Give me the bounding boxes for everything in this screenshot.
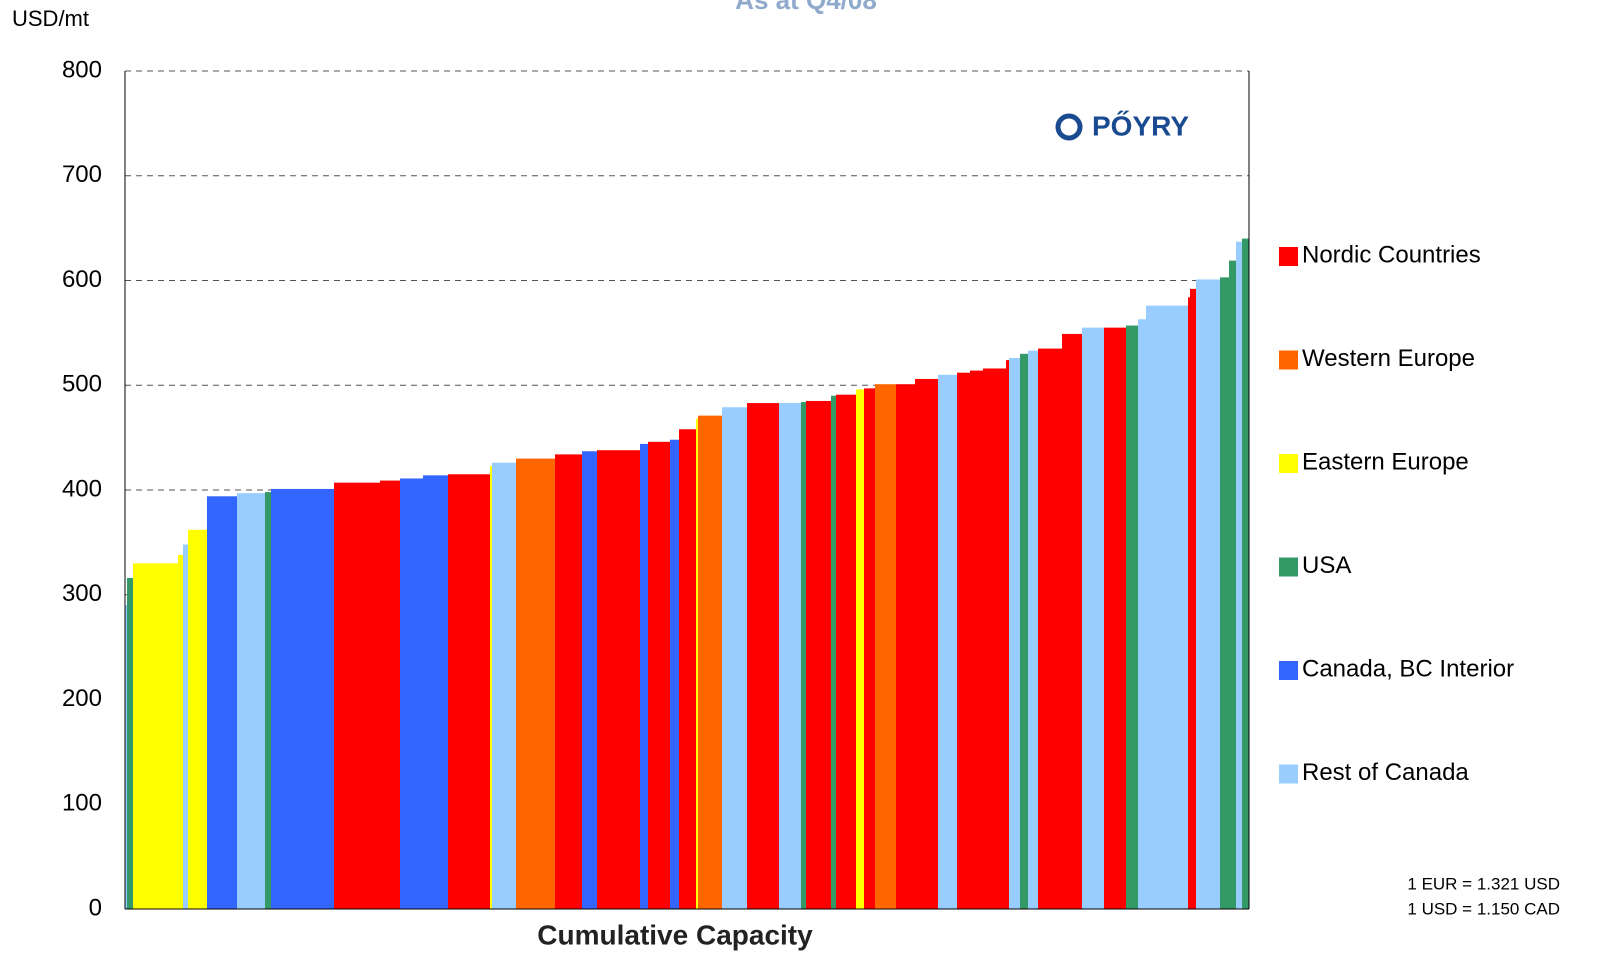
bar (133, 563, 178, 909)
bar (127, 577, 133, 909)
bar (640, 443, 648, 909)
bar (1082, 327, 1104, 909)
legend-label: USA (1302, 552, 1351, 579)
bar (836, 394, 856, 909)
bar (207, 496, 237, 909)
bar (983, 368, 1006, 909)
bar (696, 418, 698, 909)
bar (492, 462, 516, 909)
legend-label: Canada, BC Interior (1302, 655, 1514, 682)
legend-swatch (1279, 557, 1298, 577)
legend-swatch (1279, 350, 1298, 370)
bar (183, 544, 188, 909)
y-tick-label: 100 (62, 790, 102, 817)
y-tick-label: 600 (62, 266, 102, 293)
bar (597, 450, 640, 909)
bar (938, 374, 957, 909)
logo-icon (1055, 113, 1083, 141)
bar (1009, 358, 1020, 909)
bar (1229, 260, 1236, 909)
y-tick-label: 0 (89, 894, 102, 921)
bar (237, 493, 265, 909)
bar (178, 554, 183, 909)
bar (670, 439, 679, 909)
bar (806, 400, 831, 909)
bar (125, 605, 127, 909)
legend-label: Rest of Canada (1302, 759, 1469, 786)
bar (380, 480, 400, 909)
y-tick-label: 500 (62, 371, 102, 398)
bar (698, 415, 722, 909)
y-tick-label: 200 (62, 685, 102, 712)
bar (957, 372, 970, 909)
bar (265, 492, 271, 909)
bar (722, 407, 747, 909)
bar (555, 454, 582, 909)
bar (831, 395, 836, 910)
bar (1038, 348, 1062, 909)
bar (1236, 241, 1242, 909)
bar (1020, 353, 1028, 909)
bar (516, 458, 555, 909)
bar (970, 370, 983, 910)
chart-title: As at Q4/08 (735, 0, 877, 15)
bar (779, 403, 801, 909)
y-axis-label: USD/mt (12, 6, 89, 31)
bar (1190, 288, 1196, 909)
bar (747, 403, 779, 909)
bar (856, 389, 864, 909)
legend-swatch (1279, 247, 1298, 266)
bar (1220, 277, 1229, 909)
bar (400, 478, 423, 909)
bar (448, 474, 490, 909)
y-tick-label: 300 (62, 580, 102, 607)
logo-text: PŐYRY (1092, 110, 1189, 141)
bar (334, 482, 380, 909)
legend-swatch (1279, 661, 1298, 680)
note: 1 EUR = 1.321 USD (1407, 874, 1560, 893)
bar (1138, 319, 1146, 909)
bar (1196, 279, 1220, 909)
bar (188, 529, 207, 909)
legend-label: Nordic Countries (1302, 241, 1481, 268)
bar (915, 378, 938, 910)
bar (1126, 325, 1138, 910)
bar (1146, 305, 1188, 909)
y-tick-label: 800 (62, 56, 102, 83)
legend-swatch (1279, 764, 1298, 784)
bar (1188, 297, 1190, 909)
bar (896, 384, 915, 909)
bar (490, 465, 492, 909)
x-axis-label: Cumulative Capacity (537, 919, 813, 950)
bar (648, 441, 670, 909)
bar (1006, 360, 1009, 909)
bar (1104, 327, 1126, 909)
note: 1 USD = 1.150 CAD (1407, 899, 1560, 918)
bar (1242, 238, 1249, 910)
legend-label: Eastern Europe (1302, 448, 1469, 475)
y-tick-label: 700 (62, 161, 102, 188)
bar (582, 451, 597, 909)
bar (801, 402, 806, 909)
bar (1062, 333, 1082, 909)
legend-swatch (1279, 454, 1298, 473)
bar (875, 384, 896, 909)
y-tick-label: 400 (62, 475, 102, 502)
bar (271, 488, 334, 909)
bar (864, 388, 875, 910)
logo: PŐYRY (1055, 110, 1189, 141)
bar (1028, 350, 1038, 909)
bar (679, 429, 696, 909)
legend-label: Western Europe (1302, 345, 1475, 372)
bar (423, 475, 448, 909)
